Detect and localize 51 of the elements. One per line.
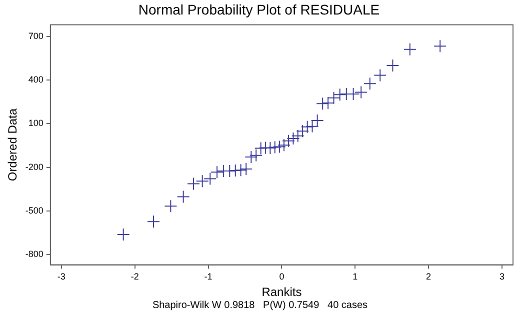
point	[300, 120, 314, 134]
point	[187, 177, 200, 190]
point	[164, 200, 178, 213]
x-axis-title: Rankits	[262, 285, 302, 300]
y-tick-label: 100	[28, 118, 44, 128]
point	[176, 190, 190, 204]
point	[244, 150, 258, 164]
point	[434, 40, 447, 53]
point	[374, 68, 387, 82]
y-tick-label: -200	[25, 162, 44, 172]
x-tick-label: 0	[279, 272, 284, 282]
point	[204, 172, 217, 186]
point	[363, 77, 376, 90]
point	[316, 97, 330, 110]
point	[196, 174, 209, 188]
point	[386, 59, 400, 72]
y-tick-label: -500	[25, 205, 44, 216]
x-tick-label: -1	[204, 272, 212, 282]
x-tick-label: 1	[352, 272, 358, 282]
point	[306, 120, 319, 133]
point	[272, 140, 286, 154]
text: Shapiro-Wilk W 0.9818 P(W) 0.7549 40 cases	[151, 300, 369, 311]
x-tick-label: -2	[130, 272, 139, 282]
point	[228, 164, 242, 178]
point	[277, 138, 290, 152]
y-tick-label: 400	[28, 74, 44, 85]
point	[310, 114, 324, 128]
point	[234, 164, 248, 177]
x-tick-label: 3	[499, 272, 504, 282]
point	[147, 215, 160, 228]
y-tick-label: -800	[25, 249, 44, 260]
x-tick-label: -3	[57, 272, 66, 282]
point	[327, 91, 340, 104]
point	[291, 129, 304, 142]
point	[254, 142, 268, 155]
point	[296, 124, 310, 138]
point	[116, 228, 130, 242]
point	[268, 140, 282, 154]
point	[240, 162, 253, 176]
chart-title: Normal Probability Plot of RESIDUALE	[138, 1, 380, 18]
point	[286, 132, 300, 146]
point	[250, 148, 263, 162]
point	[333, 88, 346, 102]
point	[210, 166, 224, 179]
point	[282, 134, 296, 148]
y-axis-title: Ordered Data	[6, 108, 20, 182]
point	[322, 96, 335, 110]
y-tick-label: 700	[28, 30, 44, 41]
point	[354, 86, 368, 99]
x-tick-label: 2	[426, 272, 432, 282]
point	[403, 42, 416, 56]
